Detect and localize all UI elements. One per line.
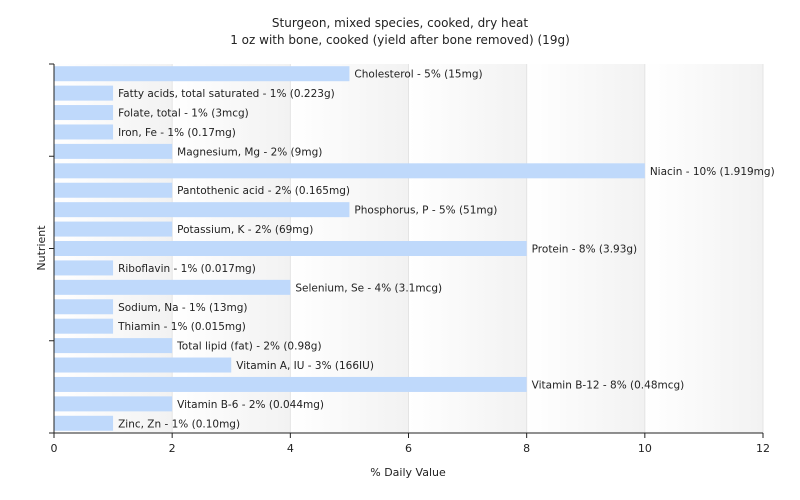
bar-label: Sodium, Na - 1% (13mg) bbox=[118, 302, 247, 314]
bar bbox=[54, 241, 527, 256]
bar-label: Phosphorus, P - 5% (51mg) bbox=[354, 205, 497, 217]
bar bbox=[54, 163, 645, 179]
bar-label: Vitamin B-12 - 8% (0.48mcg) bbox=[532, 379, 685, 391]
x-tick-label: 8 bbox=[523, 442, 530, 455]
x-tick-label: 10 bbox=[638, 442, 652, 455]
bar bbox=[54, 415, 114, 431]
bar-label: Riboflavin - 1% (0.017mg) bbox=[118, 263, 256, 275]
bar-label: Fatty acids, total saturated - 1% (0.223… bbox=[118, 88, 335, 100]
bar-label: Vitamin A, IU - 3% (166IU) bbox=[236, 360, 374, 372]
bar-label: Pantothenic acid - 2% (0.165mg) bbox=[177, 185, 350, 197]
bar bbox=[54, 357, 232, 373]
bar bbox=[54, 338, 173, 354]
x-tick-label: 4 bbox=[287, 442, 294, 455]
chart-title: Sturgeon, mixed species, cooked, dry hea… bbox=[272, 16, 528, 30]
bar-label: Cholesterol - 5% (15mg) bbox=[354, 69, 482, 81]
bar bbox=[54, 260, 114, 276]
bar bbox=[54, 124, 114, 140]
bar-label: Zinc, Zn - 1% (0.10mg) bbox=[118, 418, 240, 430]
bar bbox=[54, 202, 350, 218]
bar-label: Niacin - 10% (1.919mg) bbox=[650, 166, 775, 178]
bar bbox=[54, 299, 114, 315]
x-tick-label: 2 bbox=[169, 442, 176, 455]
bar-label: Magnesium, Mg - 2% (9mg) bbox=[177, 146, 322, 158]
x-axis-title: % Daily Value bbox=[370, 466, 446, 479]
x-tick-label: 0 bbox=[51, 442, 58, 455]
bar bbox=[54, 182, 173, 198]
x-tick-labels: 0 2 4 6 8 10 12 bbox=[51, 442, 771, 455]
bar bbox=[54, 105, 114, 121]
bar bbox=[54, 376, 527, 392]
bar-label: Total lipid (fat) - 2% (0.98g) bbox=[176, 341, 321, 353]
bar bbox=[54, 85, 114, 101]
bar-label: Folate, total - 1% (3mcg) bbox=[118, 108, 249, 120]
bar bbox=[54, 318, 114, 334]
bar-label: Selenium, Se - 4% (3.1mcg) bbox=[295, 282, 442, 294]
y-axis-title: Nutrient bbox=[35, 225, 48, 271]
grid-band bbox=[644, 64, 763, 433]
bar-label: Potassium, K - 2% (69mg) bbox=[177, 224, 313, 236]
bar-label: Protein - 8% (3.93g) bbox=[532, 244, 638, 256]
bar-labels: Cholesterol - 5% (15mg) Fatty acids, tota… bbox=[117, 69, 775, 431]
bar bbox=[54, 396, 173, 412]
bar bbox=[54, 221, 173, 237]
bar bbox=[54, 143, 173, 159]
bar-label: Thiamin - 1% (0.015mg) bbox=[117, 321, 246, 333]
bars bbox=[54, 66, 645, 431]
x-tick-label: 12 bbox=[756, 442, 770, 455]
bar-label: Iron, Fe - 1% (0.17mg) bbox=[118, 127, 236, 139]
bar bbox=[54, 279, 291, 295]
axes bbox=[49, 63, 764, 438]
grid-band bbox=[526, 64, 645, 433]
x-tick-label: 6 bbox=[405, 442, 412, 455]
bar bbox=[54, 66, 350, 82]
bar-label: Vitamin B-6 - 2% (0.044mg) bbox=[177, 399, 324, 411]
chart-subtitle: 1 oz with bone, cooked (yield after bone… bbox=[230, 33, 570, 47]
